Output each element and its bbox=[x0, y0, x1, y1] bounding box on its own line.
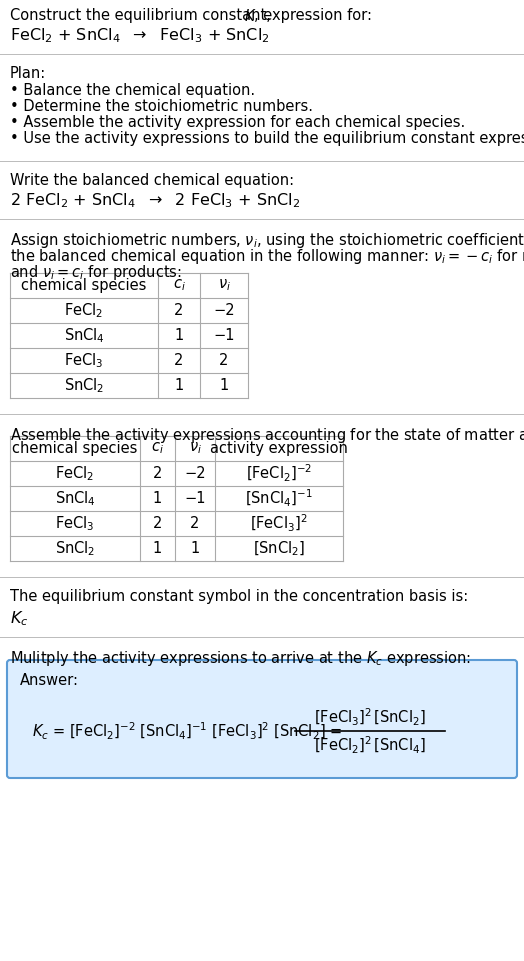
Text: 1: 1 bbox=[174, 378, 183, 393]
Text: FeCl$_2$ + SnCl$_4$  $\rightarrow$  FeCl$_3$ + SnCl$_2$: FeCl$_2$ + SnCl$_4$ $\rightarrow$ FeCl$_… bbox=[10, 26, 270, 45]
Text: 1: 1 bbox=[153, 491, 162, 506]
Text: activity expression: activity expression bbox=[210, 441, 348, 456]
Text: −1: −1 bbox=[184, 491, 206, 506]
Text: Assign stoichiometric numbers, $\nu_i$, using the stoichiometric coefficients, $: Assign stoichiometric numbers, $\nu_i$, … bbox=[10, 231, 524, 250]
Text: [SnCl$_4$]$^{-1}$: [SnCl$_4$]$^{-1}$ bbox=[245, 488, 313, 509]
Text: 1: 1 bbox=[174, 328, 183, 343]
Text: $\nu_i$: $\nu_i$ bbox=[189, 441, 202, 456]
Text: [SnCl$_2$]: [SnCl$_2$] bbox=[253, 539, 305, 557]
Text: chemical species: chemical species bbox=[21, 278, 147, 293]
Text: Answer:: Answer: bbox=[20, 673, 79, 688]
FancyBboxPatch shape bbox=[7, 660, 517, 778]
Text: $[\mathrm{FeCl_3}]^2\,[\mathrm{SnCl_2}]$: $[\mathrm{FeCl_3}]^2\,[\mathrm{SnCl_2}]$ bbox=[314, 706, 426, 727]
Text: 2: 2 bbox=[174, 303, 184, 318]
Text: 1: 1 bbox=[220, 378, 228, 393]
Text: Construct the equilibrium constant,: Construct the equilibrium constant, bbox=[10, 8, 276, 23]
Text: chemical species: chemical species bbox=[12, 441, 138, 456]
Text: Write the balanced chemical equation:: Write the balanced chemical equation: bbox=[10, 173, 294, 188]
Text: • Determine the stoichiometric numbers.: • Determine the stoichiometric numbers. bbox=[10, 99, 313, 114]
Text: Mulitply the activity expressions to arrive at the $K_c$ expression:: Mulitply the activity expressions to arr… bbox=[10, 649, 471, 668]
Text: SnCl$_4$: SnCl$_4$ bbox=[63, 326, 104, 345]
Text: SnCl$_2$: SnCl$_2$ bbox=[64, 376, 104, 395]
Text: Plan:: Plan: bbox=[10, 66, 46, 81]
Text: 1: 1 bbox=[190, 541, 200, 556]
Text: −2: −2 bbox=[184, 466, 206, 481]
Text: −2: −2 bbox=[213, 303, 235, 318]
Text: • Balance the chemical equation.: • Balance the chemical equation. bbox=[10, 83, 255, 98]
Text: 2 FeCl$_2$ + SnCl$_4$  $\rightarrow$  2 FeCl$_3$ + SnCl$_2$: 2 FeCl$_2$ + SnCl$_4$ $\rightarrow$ 2 Fe… bbox=[10, 191, 300, 209]
Text: Assemble the activity expressions accounting for the state of matter and $\nu_i$: Assemble the activity expressions accoun… bbox=[10, 426, 524, 445]
Text: $c_i$: $c_i$ bbox=[172, 278, 185, 293]
Text: 2: 2 bbox=[174, 353, 184, 368]
Text: 2: 2 bbox=[220, 353, 228, 368]
Text: FeCl$_3$: FeCl$_3$ bbox=[64, 351, 104, 370]
Text: [FeCl$_2$]$^{-2}$: [FeCl$_2$]$^{-2}$ bbox=[246, 463, 312, 484]
Text: FeCl$_2$: FeCl$_2$ bbox=[56, 464, 95, 482]
Text: SnCl$_2$: SnCl$_2$ bbox=[55, 539, 95, 557]
Text: $\nu_i$: $\nu_i$ bbox=[217, 278, 231, 293]
Text: $K$: $K$ bbox=[244, 8, 257, 24]
Text: FeCl$_3$: FeCl$_3$ bbox=[55, 514, 95, 532]
Text: • Assemble the activity expression for each chemical species.: • Assemble the activity expression for e… bbox=[10, 115, 465, 130]
Text: $K_c$: $K_c$ bbox=[10, 609, 28, 628]
Text: $c_i$: $c_i$ bbox=[151, 441, 164, 456]
Text: 2: 2 bbox=[190, 516, 200, 531]
Text: the balanced chemical equation in the following manner: $\nu_i = -c_i$ for react: the balanced chemical equation in the fo… bbox=[10, 247, 524, 266]
Text: SnCl$_4$: SnCl$_4$ bbox=[54, 489, 95, 507]
Text: $K_c$ = $[\mathrm{FeCl_2}]^{-2}$ $[\mathrm{SnCl_4}]^{-1}$ $[\mathrm{FeCl_3}]^{2}: $K_c$ = $[\mathrm{FeCl_2}]^{-2}$ $[\math… bbox=[32, 721, 342, 742]
Text: 2: 2 bbox=[153, 516, 162, 531]
Text: , expression for:: , expression for: bbox=[254, 8, 372, 23]
Text: −1: −1 bbox=[213, 328, 235, 343]
Text: 1: 1 bbox=[153, 541, 162, 556]
Text: 2: 2 bbox=[153, 466, 162, 481]
Text: and $\nu_i = c_i$ for products:: and $\nu_i = c_i$ for products: bbox=[10, 263, 182, 282]
Text: $[\mathrm{FeCl_2}]^2\,[\mathrm{SnCl_4}]$: $[\mathrm{FeCl_2}]^2\,[\mathrm{SnCl_4}]$ bbox=[314, 734, 426, 755]
Text: FeCl$_2$: FeCl$_2$ bbox=[64, 301, 104, 320]
Text: [FeCl$_3$]$^2$: [FeCl$_3$]$^2$ bbox=[250, 513, 308, 534]
Text: • Use the activity expressions to build the equilibrium constant expression.: • Use the activity expressions to build … bbox=[10, 131, 524, 146]
Text: The equilibrium constant symbol in the concentration basis is:: The equilibrium constant symbol in the c… bbox=[10, 589, 468, 604]
